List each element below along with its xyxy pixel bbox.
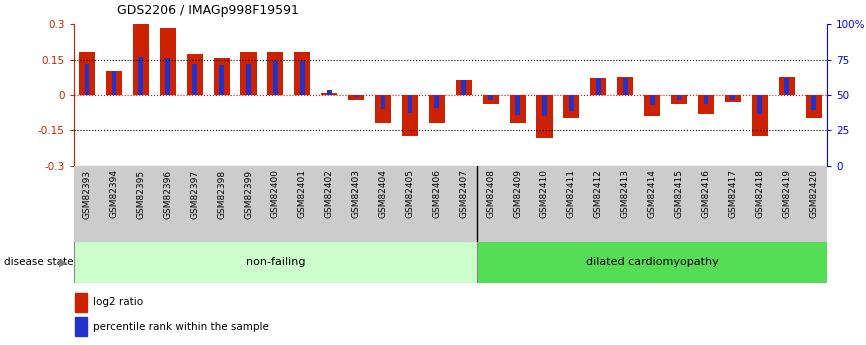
Text: GSM82409: GSM82409 xyxy=(513,169,522,218)
Bar xyxy=(591,78,606,95)
Bar xyxy=(132,24,149,95)
Bar xyxy=(139,57,143,95)
Text: GSM82393: GSM82393 xyxy=(82,169,92,218)
Bar xyxy=(326,90,332,95)
Bar xyxy=(623,78,628,95)
Bar xyxy=(703,95,708,104)
Text: GSM82417: GSM82417 xyxy=(728,169,737,218)
Text: GSM82399: GSM82399 xyxy=(244,169,253,218)
Bar xyxy=(725,95,741,102)
Bar xyxy=(542,95,547,116)
Bar xyxy=(75,317,87,336)
Text: GDS2206 / IMAGp998F19591: GDS2206 / IMAGp998F19591 xyxy=(117,4,299,17)
Bar xyxy=(676,95,682,100)
Bar xyxy=(85,64,89,95)
Text: GSM82403: GSM82403 xyxy=(352,169,360,218)
Bar xyxy=(477,241,827,283)
Bar xyxy=(671,95,687,104)
Bar xyxy=(779,77,795,95)
Text: ▶: ▶ xyxy=(59,257,68,267)
Bar xyxy=(268,52,283,95)
Bar xyxy=(563,95,579,118)
Text: GSM82414: GSM82414 xyxy=(648,169,656,218)
Text: GSM82415: GSM82415 xyxy=(675,169,683,218)
Bar xyxy=(375,95,391,123)
Text: GSM82406: GSM82406 xyxy=(432,169,442,218)
Bar xyxy=(752,95,768,136)
Bar xyxy=(536,95,553,138)
Bar xyxy=(758,95,762,114)
Bar xyxy=(214,58,229,95)
Bar xyxy=(429,95,445,123)
Text: dilated cardiomyopathy: dilated cardiomyopathy xyxy=(585,257,719,267)
Text: GSM82405: GSM82405 xyxy=(405,169,415,218)
Bar xyxy=(192,64,197,95)
Bar xyxy=(159,28,176,95)
Bar xyxy=(617,77,633,95)
Bar xyxy=(353,95,359,97)
Text: GSM82420: GSM82420 xyxy=(809,169,818,218)
Text: GSM82397: GSM82397 xyxy=(191,169,199,218)
Text: GSM82412: GSM82412 xyxy=(594,169,603,218)
Bar xyxy=(321,92,337,95)
Text: percentile rank within the sample: percentile rank within the sample xyxy=(94,322,269,332)
Text: GSM82402: GSM82402 xyxy=(325,169,333,218)
Bar xyxy=(294,52,310,95)
Bar xyxy=(785,78,789,95)
Text: GSM82401: GSM82401 xyxy=(298,169,307,218)
Bar xyxy=(698,95,714,114)
Bar xyxy=(187,53,203,95)
Text: non-failing: non-failing xyxy=(246,257,305,267)
Text: GSM82407: GSM82407 xyxy=(459,169,469,218)
Text: GSM82411: GSM82411 xyxy=(567,169,576,218)
Bar xyxy=(74,241,477,283)
Bar xyxy=(488,95,493,100)
Bar xyxy=(408,95,412,112)
Bar xyxy=(596,78,601,95)
Bar xyxy=(241,52,256,95)
Bar xyxy=(435,95,439,108)
Bar xyxy=(811,95,816,110)
Text: GSM82418: GSM82418 xyxy=(755,169,765,218)
Text: GSM82416: GSM82416 xyxy=(701,169,710,218)
Text: GSM82408: GSM82408 xyxy=(486,169,495,218)
Text: GSM82398: GSM82398 xyxy=(217,169,226,218)
Bar xyxy=(165,58,171,95)
Bar xyxy=(456,80,472,95)
Bar xyxy=(402,95,418,136)
Bar xyxy=(75,293,87,312)
Bar xyxy=(730,95,735,100)
Text: GSM82410: GSM82410 xyxy=(540,169,549,218)
Bar xyxy=(112,71,116,95)
Text: GSM82395: GSM82395 xyxy=(136,169,145,218)
Bar xyxy=(348,95,365,100)
Text: GSM82404: GSM82404 xyxy=(378,169,388,218)
Text: GSM82419: GSM82419 xyxy=(782,169,792,218)
Bar xyxy=(300,61,305,95)
Text: disease state: disease state xyxy=(4,257,74,267)
Bar xyxy=(482,95,499,104)
Text: GSM82394: GSM82394 xyxy=(109,169,119,218)
Bar xyxy=(462,80,466,95)
Bar xyxy=(650,95,655,106)
Bar xyxy=(219,66,224,95)
Bar xyxy=(273,61,278,95)
Bar xyxy=(644,95,660,116)
Text: log2 ratio: log2 ratio xyxy=(94,297,144,307)
Bar xyxy=(569,95,574,111)
Bar xyxy=(106,71,122,95)
Bar xyxy=(246,64,251,95)
Bar xyxy=(79,52,95,95)
Bar xyxy=(381,95,385,109)
Text: GSM82396: GSM82396 xyxy=(164,169,172,218)
Bar xyxy=(805,95,822,118)
Bar xyxy=(509,95,526,123)
Text: GSM82413: GSM82413 xyxy=(621,169,630,218)
Text: GSM82400: GSM82400 xyxy=(271,169,280,218)
Bar xyxy=(515,95,520,115)
